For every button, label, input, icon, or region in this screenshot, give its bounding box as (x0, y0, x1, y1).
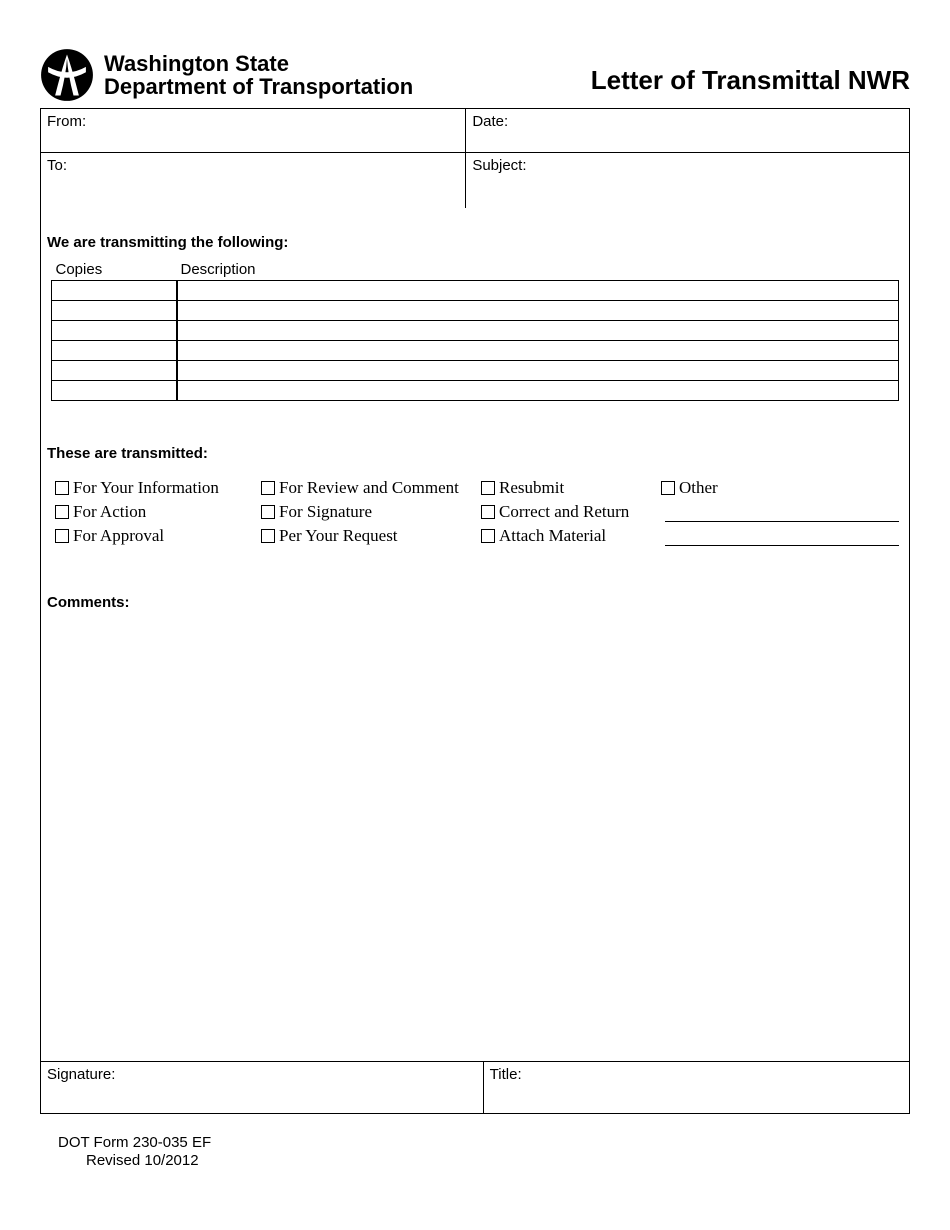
agency-name: Washington State Department of Transport… (104, 52, 413, 98)
comments-field[interactable] (41, 621, 909, 1061)
date-label: Date: (472, 113, 508, 130)
checkbox-icon[interactable] (261, 505, 275, 519)
table-row (52, 381, 899, 401)
description-cell[interactable] (177, 341, 899, 361)
footer-revised: Revised 10/2012 (58, 1152, 910, 1170)
description-cell[interactable] (177, 381, 899, 401)
row-to-subject: To: Subject: (41, 153, 909, 208)
title-label: Title: (490, 1066, 522, 1083)
copies-cell[interactable] (52, 381, 177, 401)
page: Washington State Department of Transport… (0, 0, 950, 1200)
col-header-copies: Copies (52, 261, 177, 281)
checkbox-icon[interactable] (481, 529, 495, 543)
col-header-description: Description (177, 261, 899, 281)
from-field[interactable]: From: (41, 109, 466, 152)
table-row (52, 281, 899, 301)
copies-cell[interactable] (52, 281, 177, 301)
description-cell[interactable] (177, 301, 899, 321)
checkbox-item[interactable]: Other (661, 478, 899, 498)
other-blank-line[interactable] (665, 526, 899, 546)
table-row (52, 301, 899, 321)
other-blank-line[interactable] (665, 502, 899, 522)
to-field[interactable]: To: (41, 153, 466, 208)
section-transmitted-heading: These are transmitted: (41, 411, 909, 472)
items-table-wrap: Copies Description (41, 261, 909, 411)
table-row (52, 361, 899, 381)
checkbox-label: For Action (73, 502, 146, 522)
header: Washington State Department of Transport… (40, 48, 910, 102)
table-row (52, 321, 899, 341)
wsdot-logo-icon (40, 48, 94, 102)
checkbox-icon[interactable] (481, 505, 495, 519)
checkbox-icon[interactable] (261, 481, 275, 495)
checkbox-label: For Your Information (73, 478, 219, 498)
copies-cell[interactable] (52, 321, 177, 341)
checkbox-item[interactable]: For Your Information (55, 478, 253, 498)
signature-field[interactable]: Signature: (41, 1062, 484, 1113)
checkbox-icon[interactable] (55, 529, 69, 543)
checkbox-item[interactable]: For Approval (55, 526, 253, 546)
copies-cell[interactable] (52, 341, 177, 361)
checkbox-col-a: For Your Information For Action For Approv… (55, 478, 253, 546)
checkbox-label: Resubmit (499, 478, 564, 498)
header-left: Washington State Department of Transport… (40, 48, 413, 102)
checkbox-icon[interactable] (55, 481, 69, 495)
checkbox-col-d: Other (661, 478, 899, 546)
checkbox-item[interactable]: Attach Material (481, 526, 653, 546)
checkbox-item[interactable]: Correct and Return (481, 502, 653, 522)
row-signature-title: Signature: Title: (41, 1061, 909, 1113)
checkbox-item[interactable]: For Review and Comment (261, 478, 473, 498)
checkbox-icon[interactable] (481, 481, 495, 495)
title-field[interactable]: Title: (484, 1062, 909, 1113)
signature-label: Signature: (47, 1066, 115, 1083)
form-title: Letter of Transmittal NWR (591, 65, 910, 102)
from-label: From: (47, 113, 86, 130)
footer: DOT Form 230-035 EF Revised 10/2012 (40, 1114, 910, 1170)
description-cell[interactable] (177, 361, 899, 381)
subject-field[interactable]: Subject: (466, 153, 909, 208)
form-box: From: Date: To: Subject: We are transmit… (40, 108, 910, 1114)
agency-line1: Washington State (104, 52, 413, 75)
subject-label: Subject: (472, 157, 526, 174)
checkbox-label: For Review and Comment (279, 478, 459, 498)
checkbox-icon[interactable] (261, 529, 275, 543)
checkbox-col-b: For Review and Comment For Signature Per Y… (261, 478, 473, 546)
checkbox-icon[interactable] (661, 481, 675, 495)
checkbox-col-c: Resubmit Correct and Return Attach Materia… (481, 478, 653, 546)
checkbox-area: For Your Information For Action For Approv… (41, 472, 909, 564)
checkbox-label: For Signature (279, 502, 372, 522)
checkbox-label: For Approval (73, 526, 164, 546)
section-transmitting-heading: We are transmitting the following: (41, 208, 909, 261)
copies-cell[interactable] (52, 361, 177, 381)
copies-cell[interactable] (52, 301, 177, 321)
checkbox-item[interactable]: For Action (55, 502, 253, 522)
section-comments-heading: Comments: (41, 564, 909, 621)
footer-form-number: DOT Form 230-035 EF (58, 1134, 910, 1152)
checkbox-label: Attach Material (499, 526, 606, 546)
agency-line2: Department of Transportation (104, 75, 413, 98)
table-row (52, 341, 899, 361)
items-table: Copies Description (51, 261, 899, 401)
checkbox-item[interactable]: For Signature (261, 502, 473, 522)
checkbox-item[interactable]: Per Your Request (261, 526, 473, 546)
description-cell[interactable] (177, 281, 899, 301)
to-label: To: (47, 157, 67, 174)
date-field[interactable]: Date: (466, 109, 909, 152)
checkbox-label: Other (679, 478, 718, 498)
checkbox-label: Correct and Return (499, 502, 629, 522)
row-from-date: From: Date: (41, 109, 909, 153)
checkbox-icon[interactable] (55, 505, 69, 519)
checkbox-label: Per Your Request (279, 526, 398, 546)
checkbox-item[interactable]: Resubmit (481, 478, 653, 498)
description-cell[interactable] (177, 321, 899, 341)
